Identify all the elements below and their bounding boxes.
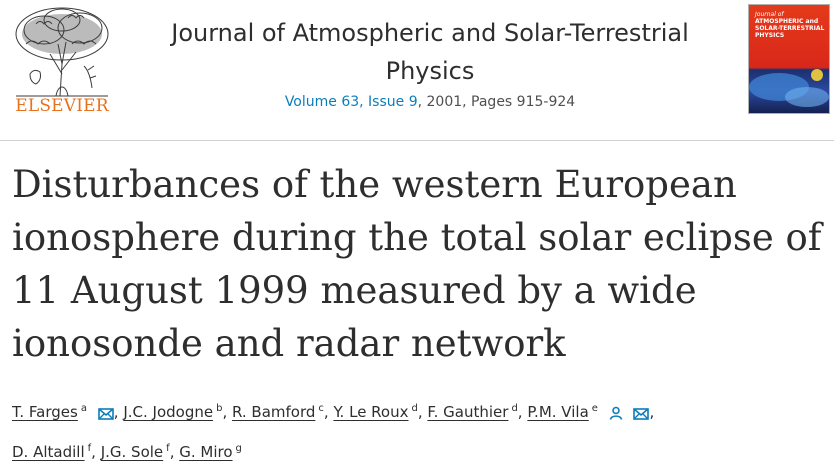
author-line: D. Altadill f, J.G. Sole f, G. Miro g bbox=[12, 443, 242, 461]
cover-line: ATMOSPHERIC and bbox=[755, 18, 819, 25]
journal-cover-image[interactable]: Journal of ATMOSPHERIC and SOLAR-TERREST… bbox=[748, 4, 830, 114]
envelope-icon[interactable] bbox=[97, 399, 114, 432]
tree-icon bbox=[15, 7, 109, 97]
author-link[interactable]: J.G. Sole bbox=[100, 443, 164, 461]
journal-info: Journal of Atmospheric and Solar-Terrest… bbox=[130, 14, 730, 110]
author-list: T. Farges a , J.C. Jodogne b, R. Bamford c,… bbox=[12, 392, 812, 469]
author-link[interactable]: P.M. Vila bbox=[527, 403, 589, 421]
cover-artwork bbox=[749, 69, 829, 107]
affiliation-marker: d bbox=[411, 403, 418, 414]
author-link[interactable]: F. Gauthier bbox=[427, 403, 509, 421]
author-link[interactable]: J.C. Jodogne bbox=[123, 403, 214, 421]
cover-line: SOLAR-TERRESTRIAL bbox=[755, 25, 825, 32]
affiliation-marker: f bbox=[87, 443, 92, 454]
article-title: Disturbances of the western European ion… bbox=[12, 163, 822, 365]
affiliation-marker: f bbox=[166, 443, 170, 454]
elsevier-tree-logo[interactable] bbox=[6, 4, 118, 120]
envelope-icon[interactable] bbox=[633, 399, 650, 432]
header-divider bbox=[0, 140, 834, 141]
person-icon[interactable] bbox=[609, 399, 623, 432]
author-link[interactable]: G. Miro bbox=[179, 443, 233, 461]
author-link[interactable]: T. Farges bbox=[12, 403, 78, 421]
affiliation-marker: g bbox=[235, 443, 242, 454]
affiliation-marker: b bbox=[216, 403, 223, 414]
cover-title: Journal of ATMOSPHERIC and SOLAR-TERREST… bbox=[755, 11, 825, 39]
affiliation-marker: c bbox=[318, 403, 324, 414]
cover-line: Journal of bbox=[755, 11, 784, 18]
year-pages: , 2001, Pages 915-924 bbox=[417, 94, 576, 110]
affiliation-marker: d bbox=[511, 403, 518, 414]
article-header: ELSEVIER Journal of Atmospheric and Sola… bbox=[0, 0, 840, 140]
issue-meta: Volume 63, Issue 9, 2001, Pages 915-924 bbox=[130, 94, 730, 110]
volume-issue-link[interactable]: Volume 63, Issue 9 bbox=[284, 94, 418, 110]
author-link[interactable]: Y. Le Roux bbox=[333, 403, 409, 421]
publisher-name: ELSEVIER bbox=[15, 96, 109, 116]
affiliation-marker: e bbox=[591, 403, 598, 414]
cover-line: PHYSICS bbox=[755, 32, 785, 39]
journal-title-link[interactable]: Journal of Atmospheric and Solar-Terrest… bbox=[171, 19, 689, 85]
author-link[interactable]: D. Altadill bbox=[12, 443, 85, 461]
affiliation-marker: a bbox=[80, 403, 87, 414]
author-line: T. Farges a , J.C. Jodogne b, R. Bamford c,… bbox=[12, 392, 812, 432]
author-link[interactable]: R. Bamford bbox=[231, 403, 316, 421]
